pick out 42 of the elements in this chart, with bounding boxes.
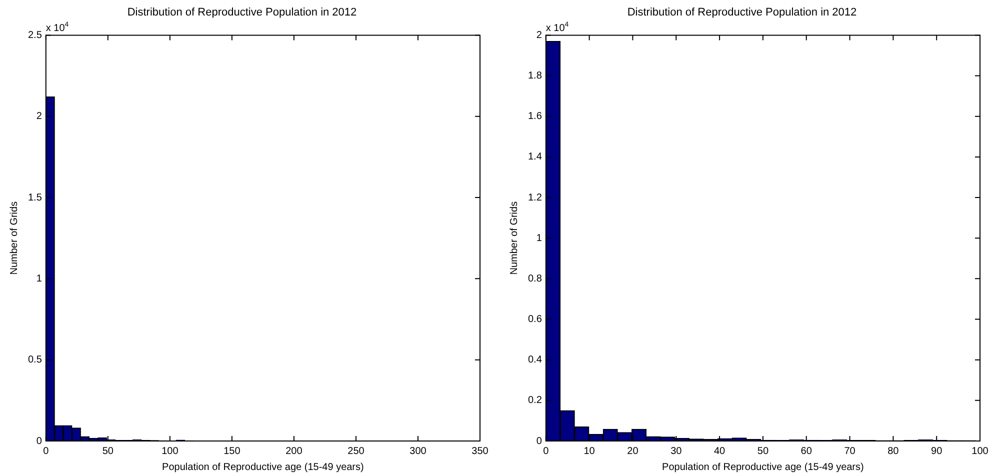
y-tick-label: 0.8 xyxy=(528,273,542,284)
y-tick-label: 1.5 xyxy=(28,192,42,204)
y-axis-title: Number of Grids xyxy=(8,201,20,275)
x-tick-label: 70 xyxy=(844,446,856,457)
y-tick-label: 2.5 xyxy=(28,30,42,41)
x-tick-label: 0 xyxy=(43,446,50,457)
y-tick-label: 1.8 xyxy=(528,70,542,82)
y-axis-title: Number of Grids xyxy=(508,201,520,275)
x-tick-label: 20 xyxy=(627,446,639,457)
chart-title: Distribution of Reproductive Population in 2012 xyxy=(127,6,357,19)
x-axis-title: Population of Reproductive age (15-49 years) xyxy=(662,462,864,473)
y-tick-label: 1 xyxy=(36,273,42,284)
y-tick-label: 2 xyxy=(36,111,42,122)
x-tick-label: 100 xyxy=(162,446,179,457)
y-tick-label: 0.5 xyxy=(28,354,42,366)
y-tick-label: 0.2 xyxy=(528,395,542,406)
x-tick-label: 50 xyxy=(757,446,769,457)
y-tick-label: 1.6 xyxy=(528,111,542,122)
y-tick-label: 1 xyxy=(536,232,542,244)
x-tick-label: 300 xyxy=(410,446,427,457)
y-tick-label: 1.2 xyxy=(528,192,542,204)
x-tick-label: 350 xyxy=(472,446,489,457)
y-tick-label: 0.4 xyxy=(528,354,542,366)
x-tick-label: 80 xyxy=(888,446,900,457)
x-tick-label: 90 xyxy=(931,446,943,457)
y-tick-label: 0 xyxy=(536,436,542,447)
x-tick-label: 40 xyxy=(714,446,726,457)
y-tick-label: 1.4 xyxy=(528,152,542,163)
x-tick-label: 150 xyxy=(224,446,241,457)
x-tick-label: 0 xyxy=(543,446,550,457)
x-tick-label: 200 xyxy=(286,446,303,457)
x-tick-label: 30 xyxy=(670,446,682,457)
y-tick-label: 0 xyxy=(36,436,42,447)
x-tick-label: 60 xyxy=(800,446,812,457)
x-tick-label: 250 xyxy=(348,446,365,457)
chart-title: Distribution of Reproductive Population in 2012 xyxy=(627,6,857,19)
x-tick-label: 100 xyxy=(972,446,989,457)
x-tick-label: 10 xyxy=(584,446,596,457)
y-tick-label: 0.6 xyxy=(528,314,542,326)
x-axis-title: Population of Reproductive age (15-49 years) xyxy=(162,462,364,473)
y-tick-label: 2 xyxy=(536,30,542,41)
x-tick-label: 50 xyxy=(102,446,114,457)
